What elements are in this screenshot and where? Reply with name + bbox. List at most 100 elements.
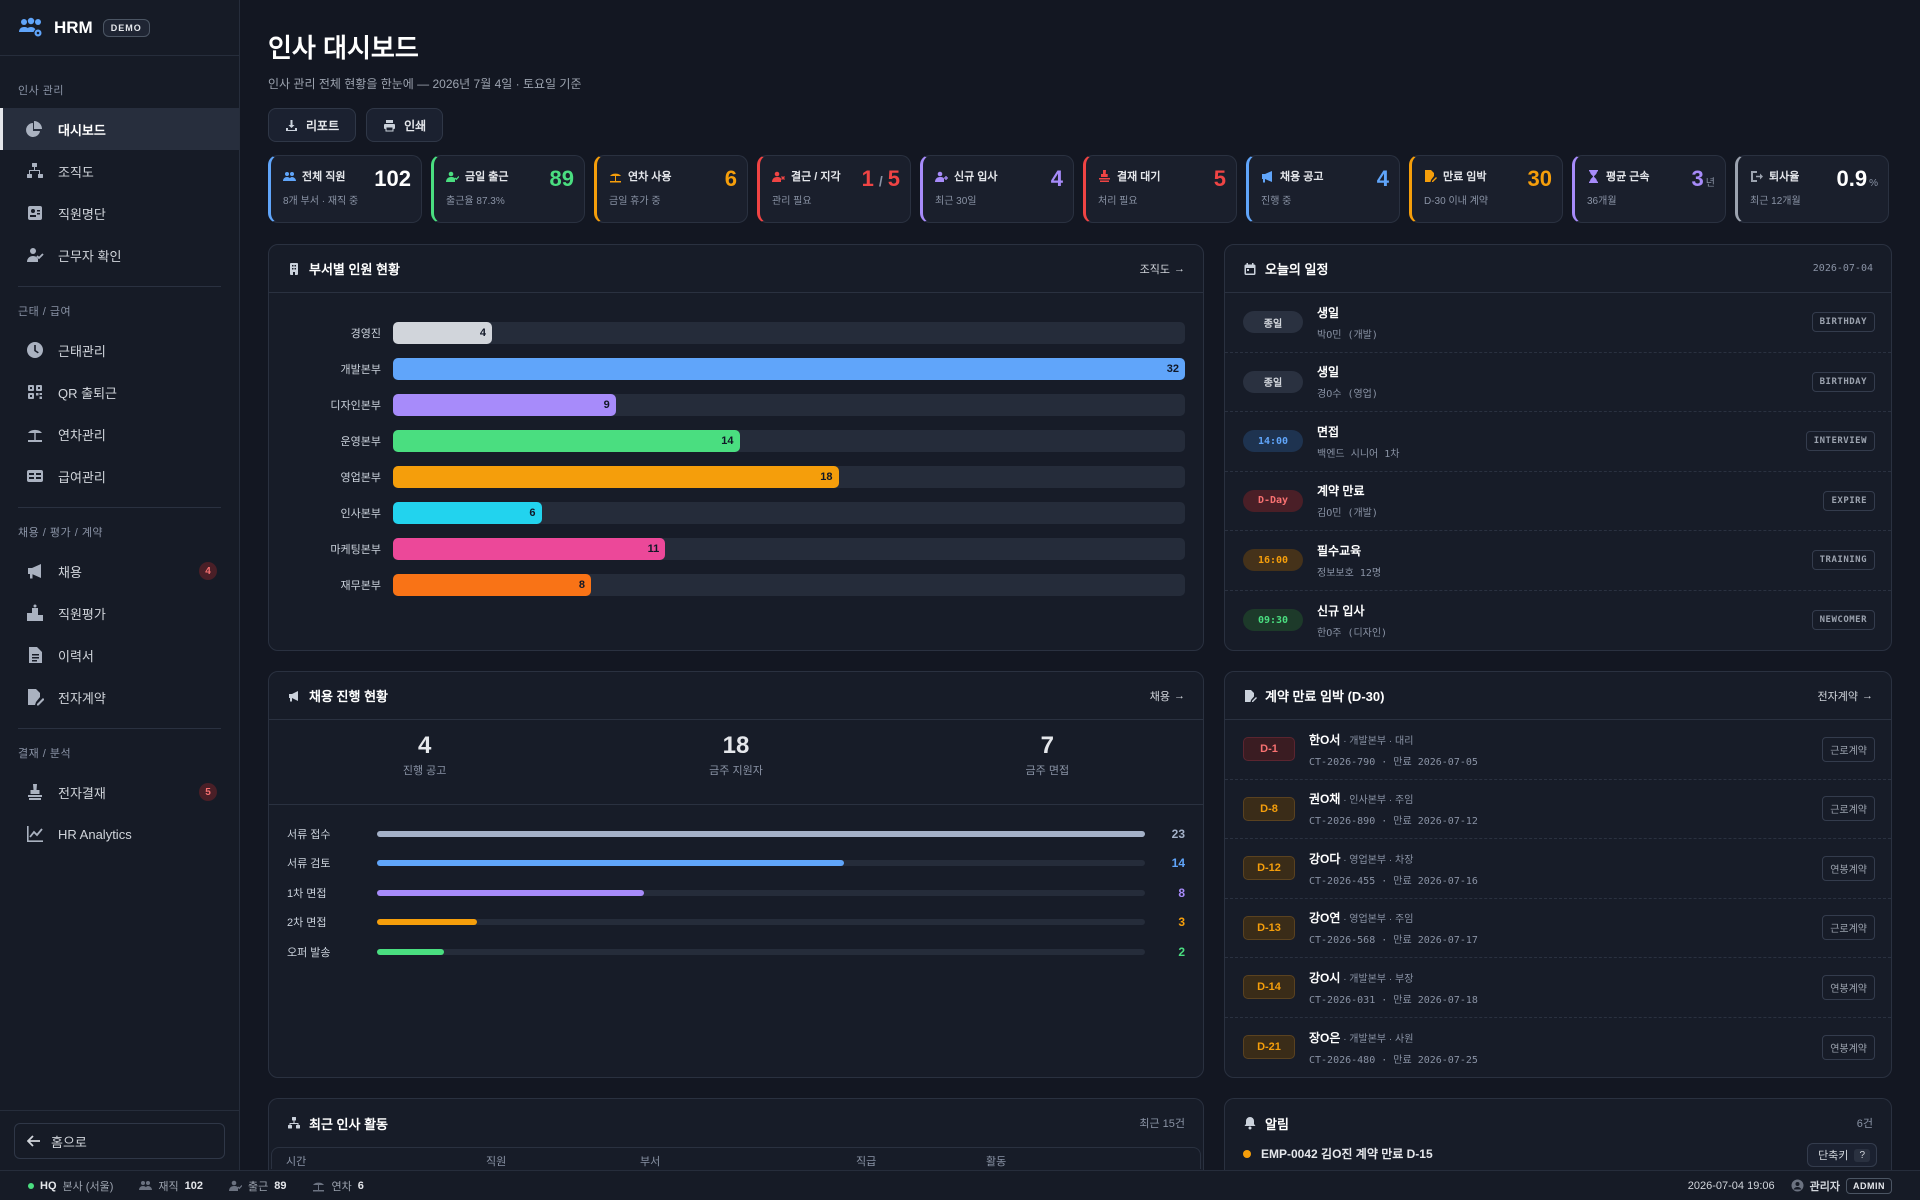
dept-bar-row[interactable]: 경영진 4 — [287, 315, 1185, 351]
sidebar-item[interactable]: 근무자 확인 — [0, 234, 239, 276]
print-button[interactable]: 인쇄 — [366, 108, 444, 142]
contract-detail: CT-2026-568 · 만료 2026-07-17 — [1309, 935, 1478, 947]
sidebar-item[interactable]: HR Analytics — [0, 813, 239, 855]
column-header[interactable]: 직급 — [856, 1156, 877, 1168]
e-contract-link[interactable]: 전자계약 → — [1818, 688, 1873, 704]
sidebar-item[interactable]: 직원명단 — [0, 192, 239, 234]
kpi-label: 만료 임박 — [1443, 171, 1487, 183]
user-menu[interactable]: 관리자 ADMIN — [1791, 1177, 1892, 1194]
kpi-card[interactable]: 금일 출근 출근율 87.3% 89 — [431, 155, 585, 223]
user-circle-icon — [1791, 1179, 1804, 1192]
contract-item[interactable]: D-13 강O연 · 영업본부 · 주임 CT-2026-568 · 만료 20… — [1225, 899, 1891, 958]
kpi-card[interactable]: 결근 / 지각 관리 필요 1/5 — [757, 155, 911, 223]
alert-item[interactable]: EMP-0042 김O진 계약 만료 D-15 — [1225, 1145, 1891, 1162]
column-header[interactable]: 부서 — [640, 1156, 661, 1168]
schedule-item[interactable]: 종일 생일 경O수 (영업) BIRTHDAY — [1225, 353, 1891, 412]
staff-label: 재직 — [158, 1180, 179, 1193]
qr-code-icon — [28, 385, 42, 399]
dept-bar-row[interactable]: 영업본부 18 — [287, 459, 1185, 495]
column-header[interactable]: 활동 — [986, 1156, 1007, 1168]
schedule-title: 생일 — [1317, 305, 1340, 320]
recruit-stat: 7 금주 면접 — [892, 732, 1203, 792]
dept-bar-row[interactable]: 마케팅본부 11 — [287, 531, 1185, 567]
dept-name: 인사본부 — [340, 508, 381, 520]
brand[interactable]: HRM DEMO — [0, 0, 239, 56]
funnel-stage: 2차 면접 3 — [287, 908, 1185, 938]
attend-status: 출근 89 — [228, 1178, 286, 1194]
recruit-stat: 18 금주 지원자 — [580, 732, 891, 792]
user-check-icon — [27, 248, 44, 262]
schedule-item[interactable]: D-Day 계약 만료 김O민 (개발) EXPIRE — [1225, 472, 1891, 531]
time-chip: D-Day — [1243, 489, 1303, 512]
kpi-card[interactable]: 만료 임박 D-30 이내 계약 30 — [1409, 155, 1563, 223]
sidebar-item[interactable]: 급여관리 — [0, 455, 239, 497]
kpi-value: 0.9 — [1836, 166, 1868, 191]
column-header[interactable]: 시간 — [286, 1156, 307, 1168]
schedule-tag: TRAINING — [1811, 550, 1875, 571]
schedule-tag: INTERVIEW — [1805, 431, 1875, 452]
sidebar-item[interactable]: 이력서 — [0, 634, 239, 676]
sidebar-item[interactable]: 조직도 — [0, 150, 239, 192]
stage-bar — [377, 860, 845, 867]
contract-item[interactable]: D-1 한O서 · 개발본부 · 대리 CT-2026-790 · 만료 202… — [1225, 720, 1891, 780]
sidebar-item[interactable]: 대시보드 — [0, 108, 239, 150]
dept-headcount-panel: 부서별 인원 현황 조직도 → 경영진 4 개발본부 32 디자인본부 9 운영본… — [268, 244, 1204, 651]
dept-bar-track: 11 — [393, 538, 1185, 560]
report-button[interactable]: 리포트 — [268, 108, 357, 142]
kpi-label: 신규 입사 — [954, 171, 998, 183]
leave-label: 연차 — [331, 1180, 352, 1193]
kpi-card[interactable]: 결재 대기 처리 필요 5 — [1083, 155, 1237, 223]
kpi-card[interactable]: 연차 사용 금일 휴가 중 6 — [594, 155, 748, 223]
contract-item[interactable]: D-12 강O다 · 영업본부 · 차장 CT-2026-455 · 만료 20… — [1225, 839, 1891, 899]
contract-list: D-1 한O서 · 개발본부 · 대리 CT-2026-790 · 만료 202… — [1225, 720, 1891, 1077]
sidebar-item[interactable]: 직원평가 — [0, 592, 239, 634]
home-button[interactable]: 홈으로 — [14, 1123, 225, 1159]
shortcut-help-button[interactable]: 단축키 ? — [1807, 1143, 1877, 1167]
kpi-card[interactable]: 신규 입사 최근 30일 4 — [920, 155, 1074, 223]
time-chip: 09:30 — [1243, 609, 1303, 632]
contract-item[interactable]: D-14 강O시 · 개발본부 · 부장 CT-2026-031 · 만료 20… — [1225, 958, 1891, 1018]
contract-item[interactable]: D-8 권O채 · 인사본부 · 주임 CT-2026-890 · 만료 202… — [1225, 780, 1891, 839]
sidebar-item-label: 대시보드 — [58, 122, 106, 138]
bell-icon — [1244, 1117, 1256, 1130]
kpi-label: 결재 대기 — [1117, 171, 1161, 183]
sidebar-item[interactable]: 전자계약 — [0, 676, 239, 718]
sidebar-item[interactable]: QR 출퇴근 — [0, 371, 239, 413]
kpi-card[interactable]: 채용 공고 진행 중 4 — [1246, 155, 1400, 223]
column-header[interactable]: 직원 — [486, 1156, 507, 1168]
user-x-icon — [772, 171, 785, 182]
alert-text: EMP-0042 김O진 계약 만료 D-15 — [1261, 1147, 1433, 1161]
dept-name: 경영진 — [350, 328, 381, 340]
dept-bar-row[interactable]: 재무본부 8 — [287, 567, 1185, 603]
schedule-item[interactable]: 14:00 면접 백엔드 시니어 1차 INTERVIEW — [1225, 412, 1891, 472]
stage-value: 2 — [1178, 944, 1185, 959]
sidebar-item[interactable]: 연차관리 — [0, 413, 239, 455]
schedule-item[interactable]: 종일 생일 박O민 (개발) BIRTHDAY — [1225, 293, 1891, 353]
count-badge: 5 — [199, 783, 217, 801]
nav-divider — [18, 286, 221, 287]
kpi-subtext: 최근 12개월 — [1750, 196, 1801, 207]
dept-bar: 9 — [393, 394, 616, 416]
org-chart-link[interactable]: 조직도 → — [1140, 261, 1185, 277]
recruit-link[interactable]: 채용 → — [1150, 688, 1185, 704]
dept-bar-row[interactable]: 개발본부 32 — [287, 351, 1185, 387]
kpi-subtext: 최근 30일 — [935, 196, 977, 207]
stage-bar — [377, 830, 1145, 837]
dept-bar-row[interactable]: 운영본부 14 — [287, 423, 1185, 459]
dept-bar-row[interactable]: 인사본부 6 — [287, 495, 1185, 531]
umbrella-beach-icon — [28, 429, 42, 442]
kpi-card[interactable]: 전체 직원 8개 부서 · 재직 중 102 — [268, 155, 422, 223]
dept-bar-row[interactable]: 디자인본부 9 — [287, 387, 1185, 423]
dept-value: 4 — [479, 327, 486, 339]
contract-item[interactable]: D-21 장O은 · 개발본부 · 사원 CT-2026-480 · 만료 20… — [1225, 1018, 1891, 1078]
stat-value: 4 — [417, 732, 432, 759]
sidebar-item-label: 근무자 확인 — [58, 248, 122, 264]
kpi-card[interactable]: 퇴사율 최근 12개월 0.9% — [1735, 155, 1889, 223]
schedule-item[interactable]: 16:00 필수교육 정보보호 12명 TRAINING — [1225, 531, 1891, 591]
sidebar-item[interactable]: 근태관리 — [0, 329, 239, 371]
sidebar-item[interactable]: 채용 4 — [0, 550, 239, 592]
schedule-item[interactable]: 09:30 신규 입사 한O주 (디자인) NEWCOMER — [1225, 591, 1891, 651]
sidebar-item[interactable]: 전자결재 5 — [0, 771, 239, 813]
sidebar-item-label: 직원평가 — [58, 606, 106, 622]
